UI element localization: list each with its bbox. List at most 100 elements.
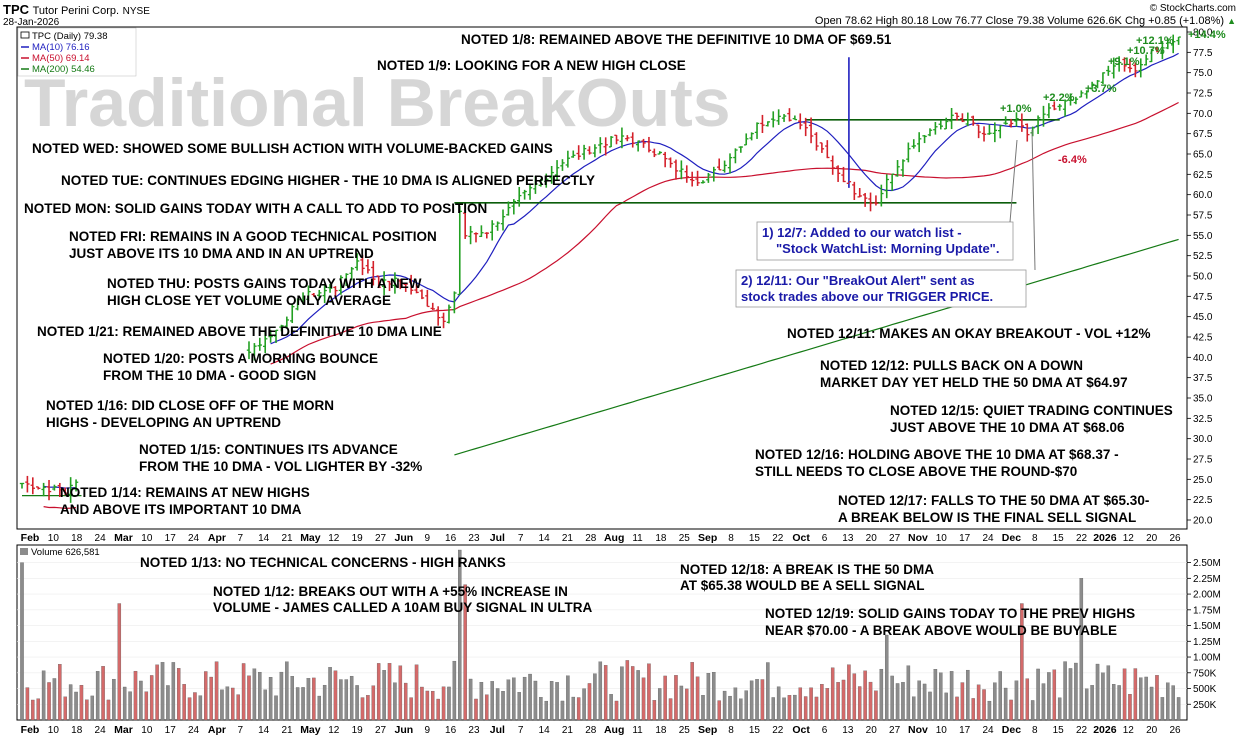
date-tick-label: 27 — [889, 533, 901, 544]
volume-bar — [793, 694, 797, 721]
volume-bar — [1025, 678, 1030, 721]
volume-bar — [139, 680, 143, 721]
price-bar — [1014, 112, 1019, 127]
volume-bar — [809, 687, 813, 721]
price-bar — [1079, 90, 1084, 98]
price-bar — [1089, 81, 1095, 90]
volume-bar — [744, 690, 748, 721]
date-tick-label: 24 — [95, 533, 107, 544]
price-bar — [949, 108, 954, 130]
volume-tick-label: 750K — [1193, 668, 1217, 679]
date-tick-label: Oct — [792, 724, 810, 736]
price-bar — [787, 108, 792, 122]
volume-bar — [982, 689, 986, 721]
price-bar — [1138, 58, 1143, 78]
date-tick-label: Mar — [114, 724, 133, 736]
volume-bar — [560, 700, 565, 721]
price-bar — [689, 171, 695, 187]
note-line: FROM THE 10 DMA - VOL LIGHTER BY -32% — [139, 459, 422, 474]
volume-bar — [549, 681, 554, 721]
volume-bar — [1079, 578, 1084, 721]
volume-bar — [414, 664, 419, 721]
date-tick-label: 27 — [889, 725, 901, 736]
volume-bar — [749, 680, 754, 721]
price-bar — [760, 114, 765, 134]
date-tick-label: 6 — [822, 533, 828, 544]
date-tick-label: 25 — [679, 533, 691, 544]
price-bar — [295, 298, 300, 311]
date-tick-label: Jul — [490, 532, 505, 544]
price-tick-label: 37.5 — [1193, 373, 1213, 384]
date-tick-label: Sep — [698, 532, 717, 544]
price-tick-label: 55.0 — [1193, 231, 1213, 242]
price-tick-label: 77.5 — [1193, 48, 1213, 59]
ohlc-values: Open 78.62 High 80.18 Low 76.77 Close 79… — [814, 15, 1225, 27]
volume-bar — [133, 670, 138, 721]
date-tick-label: 20 — [866, 725, 878, 736]
date-tick-label: 19 — [352, 725, 364, 736]
price-bar — [927, 128, 933, 137]
price-bar — [365, 259, 371, 274]
price-bar — [506, 201, 511, 216]
date-tick-label: 23 — [468, 725, 480, 736]
date-tick-label: 27 — [375, 725, 387, 736]
price-bar — [749, 132, 754, 141]
note-line: NOTED 1/21: REMAINED ABOVE THE DEFINITIV… — [37, 324, 442, 339]
price-bar — [1095, 80, 1100, 89]
volume-bar — [339, 679, 343, 721]
legend-ma10: MA(10) 76.16 — [32, 42, 90, 53]
volume-bar — [85, 699, 89, 721]
volume-bar — [576, 697, 581, 721]
date-tick-label: Nov — [908, 532, 928, 544]
volume-tick-label: 2.50M — [1193, 558, 1221, 569]
price-bar — [257, 337, 263, 351]
price-bar — [1154, 46, 1160, 53]
volume-bar — [820, 684, 824, 721]
header-date: 28-Jan-2026 — [3, 17, 60, 28]
price-bar — [668, 157, 673, 168]
pct-labels: +1.0% +2.2% +3.7% +9.1% +10.7% +12.1% +1… — [1000, 29, 1226, 166]
price-bar — [1025, 123, 1030, 142]
price-bar — [68, 477, 73, 503]
note-line: JUST ABOVE ITS 10 DMA AND IN AN UPTREND — [69, 246, 374, 261]
volume-bar — [598, 661, 603, 721]
note-line: NOTED 12/19: SOLID GAINS TODAY TO THE PR… — [765, 606, 1135, 621]
volume-bar — [884, 634, 889, 721]
price-bar — [1127, 58, 1133, 73]
date-tick-label: 8 — [1032, 533, 1038, 544]
volume-bar — [966, 669, 970, 721]
date-tick-label: 24 — [188, 725, 200, 736]
price-bar — [511, 199, 517, 215]
volume-bar — [236, 694, 240, 721]
annotation-line: "Stock WatchList: Morning Update". — [776, 241, 999, 256]
price-bar — [738, 146, 744, 153]
date-tick-label: 19 — [352, 533, 364, 544]
price-bar — [1143, 54, 1149, 66]
legend-ma50: MA(50) 69.14 — [32, 53, 90, 64]
volume-bar — [566, 675, 570, 721]
date-tick-label: 20 — [1146, 725, 1158, 736]
date-tick-label: Aug — [604, 724, 624, 736]
price-bar — [354, 253, 360, 271]
price-tick-label: 22.5 — [1193, 495, 1213, 506]
volume-bars — [20, 549, 1181, 721]
volume-bar — [674, 675, 678, 721]
price-bar — [852, 181, 857, 200]
volume-bar — [620, 666, 624, 721]
volume-bar — [376, 663, 381, 721]
price-bar — [1111, 57, 1116, 79]
price-bar — [63, 487, 68, 496]
price-bar — [41, 482, 46, 497]
volume-bar — [836, 682, 840, 721]
date-tick-label: 18 — [71, 533, 83, 544]
note-line: MARKET DAY YET HELD THE 50 DMA AT $64.97 — [820, 375, 1128, 390]
price-bar — [317, 289, 322, 300]
volume-bar — [701, 695, 705, 721]
date-tick-label: 21 — [281, 533, 293, 544]
price-bar — [554, 160, 560, 180]
volume-bar — [668, 698, 673, 721]
date-tick-label: 17 — [959, 725, 971, 736]
volume-bar — [452, 660, 457, 721]
note-line: NOTED 12/15: QUIET TRADING CONTINUES — [890, 403, 1173, 418]
